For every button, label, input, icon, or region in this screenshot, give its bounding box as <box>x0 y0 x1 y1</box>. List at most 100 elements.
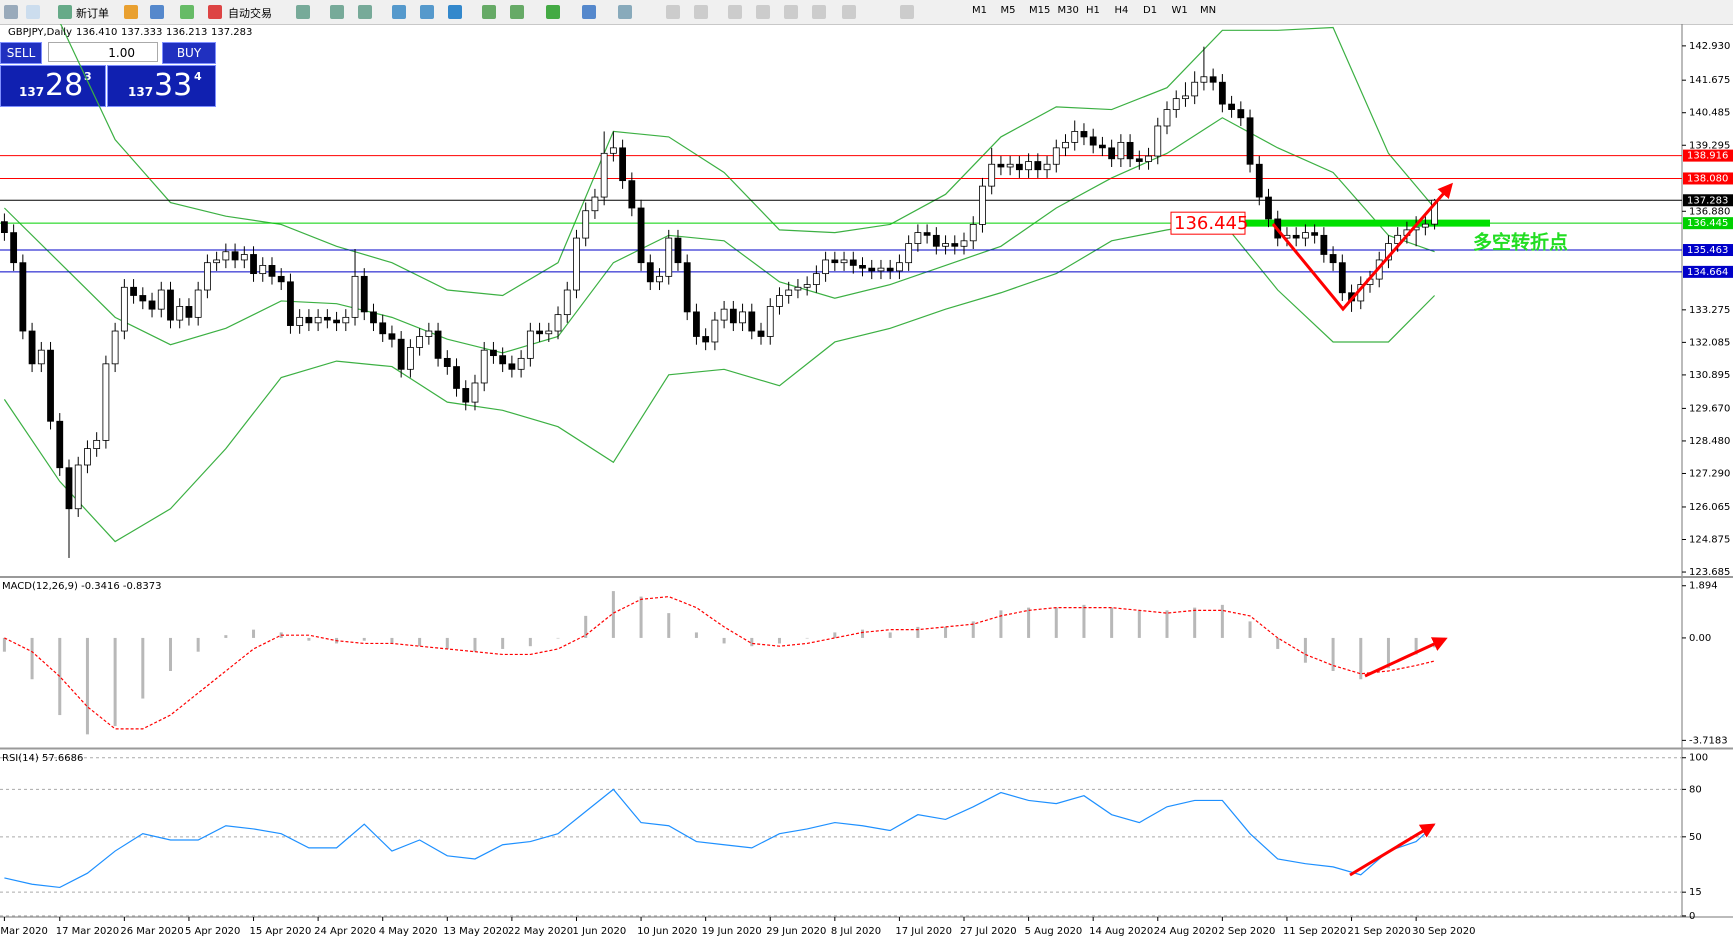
icon[interactable] <box>812 5 826 19</box>
candle-body <box>554 314 562 332</box>
candle-body <box>803 284 811 288</box>
timeframe-button[interactable]: W1 <box>1171 5 1188 16</box>
icon[interactable] <box>900 5 914 19</box>
candle-body <box>739 311 746 324</box>
icon[interactable] <box>26 5 40 19</box>
price-main: 28 <box>45 68 84 103</box>
candle-body <box>905 243 913 264</box>
macd-bar <box>805 637 809 639</box>
icon[interactable] <box>694 5 708 19</box>
macd-arrow <box>1364 637 1448 678</box>
timeframe-button[interactable]: M30 <box>1057 5 1079 16</box>
level-label: 137.283 <box>1687 195 1728 206</box>
candle-body <box>1191 81 1199 97</box>
candle-body <box>1034 161 1042 171</box>
buy-button[interactable]: BUY <box>162 42 216 64</box>
candle-body <box>573 237 580 291</box>
icon[interactable] <box>482 5 496 19</box>
auto-trading-button[interactable]: 自动交易 <box>228 7 272 20</box>
candle-body <box>194 289 202 318</box>
level-label: 134.664 <box>1687 267 1728 278</box>
timeframe-button[interactable]: M1 <box>972 5 987 16</box>
icon[interactable] <box>842 5 856 19</box>
candle-body <box>351 275 359 318</box>
macd-bar <box>252 629 256 638</box>
x-tick-label: 5 Apr 2020 <box>185 926 240 937</box>
candle-body <box>185 306 193 318</box>
header-value: 137.283 <box>211 27 252 38</box>
candle-body <box>93 439 101 449</box>
candle-body <box>342 316 350 324</box>
y-tick-label: 1.894 <box>1689 581 1718 592</box>
y-tick-label: 50 <box>1689 832 1702 843</box>
macd-bar <box>611 591 615 638</box>
icon[interactable] <box>330 5 344 19</box>
candle-body <box>693 311 700 337</box>
icon[interactable] <box>582 5 596 19</box>
candle-body <box>1218 81 1226 105</box>
x-tick-label: 30 Sep 2020 <box>1412 926 1475 937</box>
macd-bar <box>1303 637 1307 663</box>
ask-price[interactable]: 137 33 4 <box>107 65 216 107</box>
bollinger-lower <box>3 221 1436 543</box>
price-big: 137 <box>19 85 45 99</box>
timeframe-button[interactable]: D1 <box>1143 5 1158 16</box>
candle-body <box>1043 163 1051 171</box>
header-value: 136.213 <box>166 27 207 38</box>
candle-body <box>333 319 340 324</box>
timeframe-button[interactable]: M15 <box>1029 5 1051 16</box>
timeframe-button[interactable]: M5 <box>1000 5 1016 16</box>
candle-body <box>1182 95 1189 100</box>
icon[interactable] <box>180 5 194 19</box>
candle-body <box>1246 117 1254 165</box>
candle-body <box>56 420 64 469</box>
timeframe-button[interactable]: MN <box>1200 5 1217 16</box>
timeframe-button[interactable]: H4 <box>1114 5 1129 16</box>
icon[interactable] <box>58 5 72 19</box>
icon[interactable] <box>448 5 462 19</box>
candle-body <box>979 185 986 225</box>
level-callout-box <box>1170 211 1246 235</box>
icon[interactable] <box>296 5 310 19</box>
candle-body <box>812 273 820 285</box>
icon[interactable] <box>150 5 164 19</box>
candle-body <box>1015 163 1023 171</box>
icon[interactable] <box>4 5 18 19</box>
bollinger-upper <box>60 24 1436 297</box>
price-main: 33 <box>154 68 193 103</box>
icon[interactable] <box>618 5 632 19</box>
candle-body <box>1006 163 1014 168</box>
candle-body <box>296 316 304 326</box>
y-tick-label: 127.290 <box>1689 468 1730 479</box>
icon[interactable] <box>666 5 680 19</box>
timeframe-button[interactable]: H1 <box>1086 5 1100 16</box>
candle-body <box>1052 147 1060 165</box>
candle-body <box>831 259 839 264</box>
candle-body <box>766 306 774 337</box>
icon[interactable] <box>358 5 372 19</box>
x-tick-label: 15 Apr 2020 <box>250 926 312 937</box>
candle-body <box>1209 76 1217 83</box>
macd-bar <box>1054 607 1058 638</box>
icon[interactable] <box>420 5 434 19</box>
icon[interactable] <box>728 5 742 19</box>
bid-price[interactable]: 137 28 3 <box>0 65 106 107</box>
candle-body <box>969 224 977 242</box>
signal-line <box>4 595 1435 730</box>
chart-title: GBPJPY,Daily <box>8 27 72 38</box>
icon[interactable] <box>546 5 560 19</box>
candle-body <box>471 382 479 403</box>
macd-bar <box>1331 637 1335 671</box>
lot-size-input[interactable]: 1.00 <box>48 42 158 62</box>
icon[interactable] <box>784 5 798 19</box>
icon[interactable] <box>392 5 406 19</box>
icon[interactable] <box>510 5 524 19</box>
new-order-button[interactable]: 新订单 <box>76 7 109 20</box>
candle-body <box>1302 232 1309 239</box>
sell-button[interactable]: SELL <box>0 42 42 64</box>
icon[interactable] <box>756 5 770 19</box>
icon[interactable] <box>208 5 222 19</box>
icon[interactable] <box>124 5 138 19</box>
y-tick-label: 0.00 <box>1689 633 1711 644</box>
x-tick-label: 2 Sep 2020 <box>1218 926 1275 937</box>
